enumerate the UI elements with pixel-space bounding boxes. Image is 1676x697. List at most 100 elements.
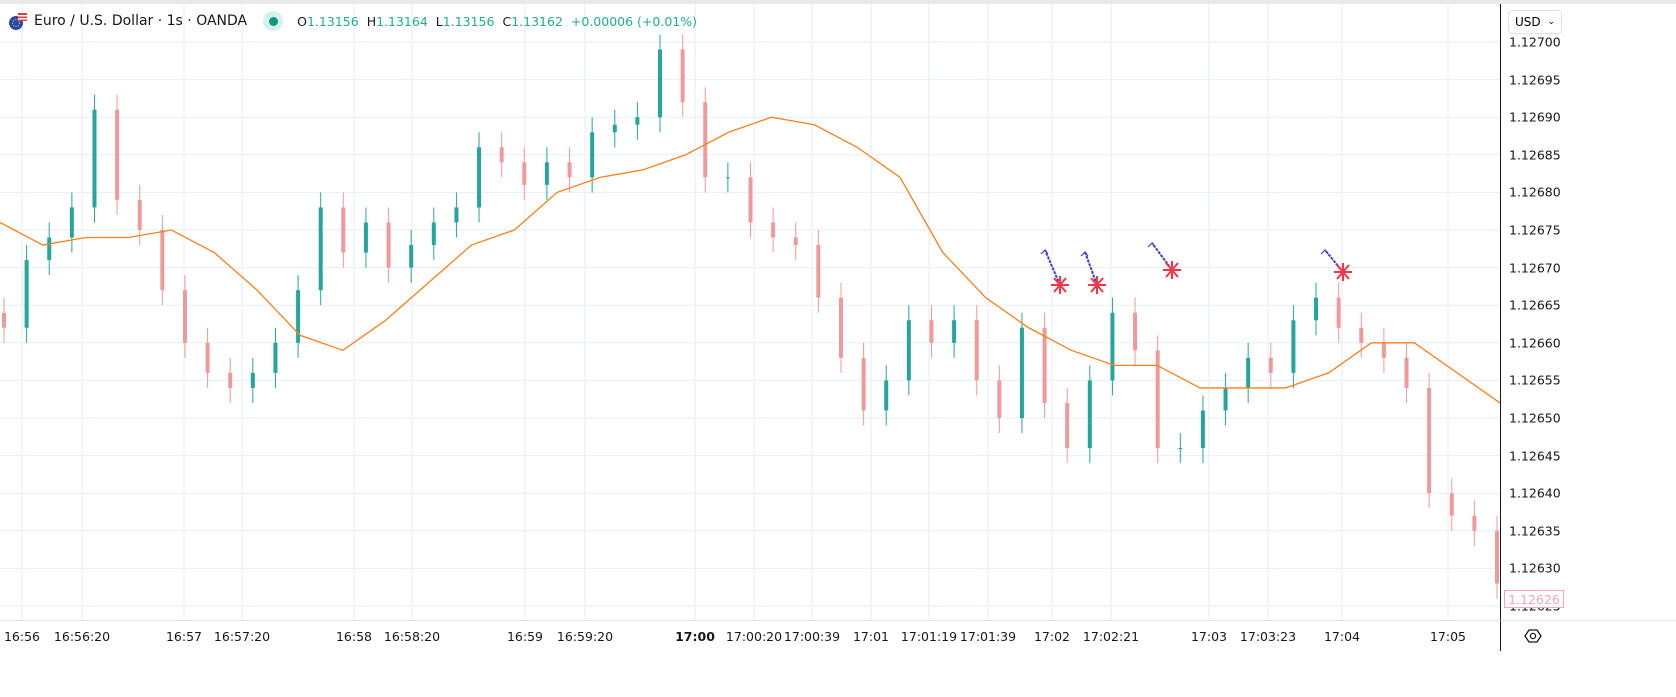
price-tick-label: 1.12695 [1509,72,1561,88]
candle-body [318,207,323,291]
candle-body [680,49,685,103]
ohlc-high: H1.13164 [366,13,428,29]
time-tick-label: 16:58:20 [383,629,441,644]
arrow-head-icon [1080,251,1089,257]
candle-body [1042,327,1047,403]
candle-body [1314,297,1319,321]
ohlc-open: O1.13156 [297,13,359,29]
candle-body [296,290,301,343]
market-open-dot-icon [263,11,284,31]
candle-body [612,124,617,133]
candle-body [115,109,120,200]
candle-body [47,237,52,261]
chart-pane[interactable] [0,4,1501,620]
candle-body [1246,357,1251,388]
price-tick-label: 1.12680 [1509,184,1561,200]
time-tick-label: 17:00:39 [783,629,841,644]
candle-body [1268,357,1273,373]
asterisk-icon [1088,276,1106,294]
arrow-head-icon [1040,249,1049,255]
candles [2,34,1499,599]
candle-body [1404,357,1409,388]
candle-body [1223,387,1228,411]
price-tick-label: 1.12660 [1509,335,1561,351]
time-tick-label: 17:00:20 [725,629,783,644]
time-axis[interactable]: 16:56 16:56:20 16:57 16:57:20 16:58 16:58:20 1… [0,620,1500,651]
candle-body [1200,410,1205,449]
candle-body [974,320,979,381]
time-tick-label: 17:01:39 [959,629,1017,644]
price-tick-label: 1.12645 [1509,448,1561,464]
chart-canvas[interactable] [0,4,1501,620]
candle-body [182,290,187,343]
candle-body [544,162,549,185]
eye-settings-icon[interactable] [1523,627,1543,645]
time-tick-label: 16:56:20 [53,629,111,644]
candle-body [906,320,911,381]
asterisk-icon [1051,276,1069,294]
time-tick-label: 17:02:21 [1082,629,1140,644]
candle-body [1065,402,1070,449]
price-change: +0.00006 (+0.01%) [570,13,697,29]
symbol-title[interactable]: Euro / U.S. Dollar · 1s · OANDA [34,13,248,29]
ohlc-low: L1.13156 [435,13,495,29]
candle-body [1087,380,1092,449]
candle-body [703,102,708,178]
price-axis[interactable]: USD ⌄ 1.12700 1.12695 1.12690 1.12685 1.12680… [1500,4,1676,620]
candle-body [409,245,414,268]
price-tick-label: 1.12700 [1509,34,1561,50]
price-tick-label: 1.12670 [1509,260,1561,276]
candle-body [250,372,255,388]
price-tick-label: 1.12640 [1509,485,1561,501]
drawing-marker[interactable] [1320,249,1352,281]
price-tick-label: 1.12675 [1509,222,1561,238]
arrow-line [1084,251,1098,286]
candle-body [1427,387,1432,494]
drawing-marker[interactable] [1147,242,1181,279]
candle-body [1133,312,1138,351]
time-tick-label: 17:03 [1190,629,1228,644]
price-tick-label: 1.12630 [1509,560,1561,576]
time-tick-label: 17:01 [852,629,890,644]
time-tick-label: 16:59:20 [556,629,614,644]
candle-body [590,132,595,178]
candle-body [24,260,29,328]
candle-body [884,380,889,411]
last-price-label: 1.12626 [1504,590,1564,608]
time-tick-label: 16:57 [165,629,203,644]
time-tick-label: 17:02 [1033,629,1071,644]
drawing-marker[interactable] [1040,249,1069,294]
candle-body [477,147,482,208]
eur-usd-flag-icon [8,11,28,31]
candle-body [2,312,6,328]
candle-body [952,320,957,343]
time-tick-label: 17:03:23 [1239,629,1297,644]
candle-body [160,230,165,291]
ohlc-close: C1.13162 [502,13,563,29]
candle-body [725,177,730,179]
currency-label: USD [1515,15,1541,29]
candle-body [771,222,776,238]
candle-body [748,177,753,223]
candle-body [658,49,663,118]
time-tick-label: 17:01:19 [900,629,958,644]
candle-body [363,222,368,253]
currency-select[interactable]: USD ⌄ [1508,10,1562,34]
candle-body [1381,342,1386,358]
bottom-area [0,651,1676,697]
symbol-legend: Euro / U.S. Dollar · 1s · OANDA O1.13156… [8,10,697,32]
drawing-marker[interactable] [1080,251,1106,294]
candle-body [1291,320,1296,373]
user-drawings [1040,242,1352,294]
price-tick-label: 1.12650 [1509,410,1561,426]
time-tick-label: 16:56 [3,629,41,644]
candle-body [522,162,527,185]
candle-body [1359,327,1364,343]
arrow-head-icon [1320,249,1329,255]
candle-body [431,222,436,246]
arrow-head-icon [1147,242,1156,248]
price-tick-label: 1.12685 [1509,147,1561,163]
candle-body [228,372,233,388]
time-tick-label: 16:58 [335,629,373,644]
candle-body [1019,327,1024,418]
